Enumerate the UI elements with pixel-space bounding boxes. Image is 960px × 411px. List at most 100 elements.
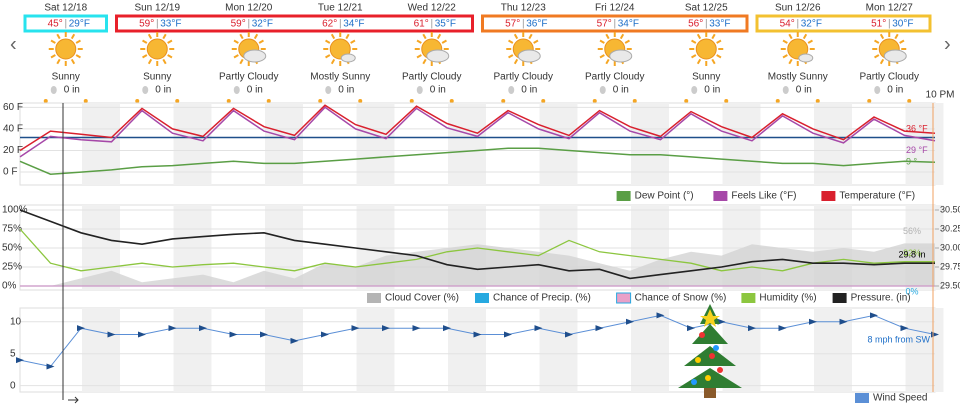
legend-swatch: [616, 191, 631, 201]
sun-ray: [716, 54, 722, 59]
end-label: 29.8 in: [898, 250, 925, 260]
separator: |: [339, 19, 342, 30]
sun-dot: [83, 99, 88, 103]
wind-arrow: [351, 325, 360, 332]
drop-icon: [50, 86, 57, 94]
precip: 0 in: [521, 85, 537, 96]
precip: 0 in: [796, 85, 812, 96]
sun-ray: [605, 33, 610, 40]
drop-icon: [325, 86, 332, 94]
lo-temp: 34°F: [618, 19, 639, 30]
series-line: [19, 228, 935, 272]
sun-ray: [70, 33, 76, 40]
sun-dot: [815, 99, 820, 103]
sun-ray: [142, 39, 148, 44]
wind-arrow: [290, 337, 299, 344]
sun-ray: [874, 54, 880, 59]
sun-ray: [142, 54, 148, 59]
wind-arrow: [16, 357, 24, 364]
y2-tick-label: 30.50: [940, 204, 960, 214]
wind-arrow: [870, 312, 878, 319]
hi-temp: 54°: [780, 19, 795, 30]
sun-ray: [879, 33, 885, 40]
sun-dot: [135, 99, 140, 103]
sun-ray: [70, 58, 76, 65]
lo-temp: 32°F: [801, 19, 822, 30]
sun-dot: [867, 99, 872, 103]
day-date: Mon 12/20: [225, 3, 273, 14]
sun-ray: [239, 58, 244, 65]
end-label: 56%: [903, 226, 921, 236]
wind-arrow: [107, 331, 116, 338]
sun-ray: [50, 39, 56, 44]
separator: |: [247, 19, 250, 30]
day-date: Thu 12/23: [501, 3, 546, 14]
sun-ray: [330, 58, 336, 65]
drop-icon: [233, 86, 240, 94]
y-tick-label: 40 F: [3, 124, 23, 135]
sun: [695, 38, 717, 60]
sun-ray: [436, 33, 442, 40]
prev-arrow[interactable]: ‹: [10, 33, 17, 55]
sun-ray: [802, 33, 808, 40]
night-band: [173, 103, 212, 185]
sun-ray: [147, 58, 153, 65]
lo-temp: 30°F: [892, 19, 913, 30]
sun-ray: [894, 33, 899, 40]
sun-ray: [508, 39, 514, 44]
sun-ray: [513, 33, 519, 40]
cloud: [798, 53, 814, 63]
lo-temp: 32°F: [252, 19, 273, 30]
sun-ray: [513, 58, 519, 65]
sun-ray: [167, 54, 173, 59]
sun-ray: [599, 54, 605, 59]
sun-dot: [684, 99, 689, 103]
precip: 0 in: [247, 85, 263, 96]
series-line: [19, 104, 936, 152]
sun-ray: [325, 39, 331, 44]
cloud: [340, 53, 356, 63]
sun-ray: [691, 39, 697, 44]
separator: |: [522, 19, 525, 30]
ornament: [691, 379, 697, 385]
y-tick-label: 20 F: [3, 145, 23, 156]
sun-ray: [599, 39, 605, 44]
sun: [55, 38, 77, 60]
condition: Mostly Sunny: [310, 72, 370, 83]
sun-ray: [416, 39, 422, 44]
sun-ray: [50, 54, 56, 59]
drop-icon: [691, 86, 698, 94]
drop-icon: [874, 86, 881, 94]
legend-swatch: [741, 293, 756, 303]
wind-arrow: [77, 325, 85, 332]
sun-ray: [422, 58, 427, 65]
legend-swatch: [367, 293, 381, 303]
y-tick-label: 75%: [2, 224, 22, 235]
sun-ray: [56, 58, 61, 65]
condition: Sunny: [143, 72, 171, 83]
sun-ray: [422, 33, 427, 40]
next-arrow[interactable]: ›: [944, 33, 951, 55]
night-band: [905, 103, 944, 185]
sun-dot: [43, 99, 48, 103]
drop-icon: [416, 86, 423, 94]
series-line: [19, 147, 936, 175]
day-date: Sat 12/25: [685, 3, 728, 14]
ornament: [717, 367, 723, 373]
lo-temp: 33°F: [160, 19, 181, 30]
night-band: [814, 308, 852, 392]
sun-ray: [239, 33, 244, 40]
lo-temp: 36°F: [526, 19, 547, 30]
sun-ray: [874, 39, 880, 44]
drop-icon: [599, 86, 606, 94]
lo-temp: 35°F: [435, 19, 456, 30]
hi-temp: 57°: [597, 19, 612, 30]
y2-tick-label: 29.50: [940, 280, 960, 290]
sun-ray: [75, 39, 81, 44]
end-label: 29 °F: [906, 145, 928, 155]
sun-dot: [409, 99, 414, 103]
wind-arrow: [809, 318, 817, 325]
sun-ray: [330, 33, 336, 40]
precip: 0 in: [155, 85, 171, 96]
